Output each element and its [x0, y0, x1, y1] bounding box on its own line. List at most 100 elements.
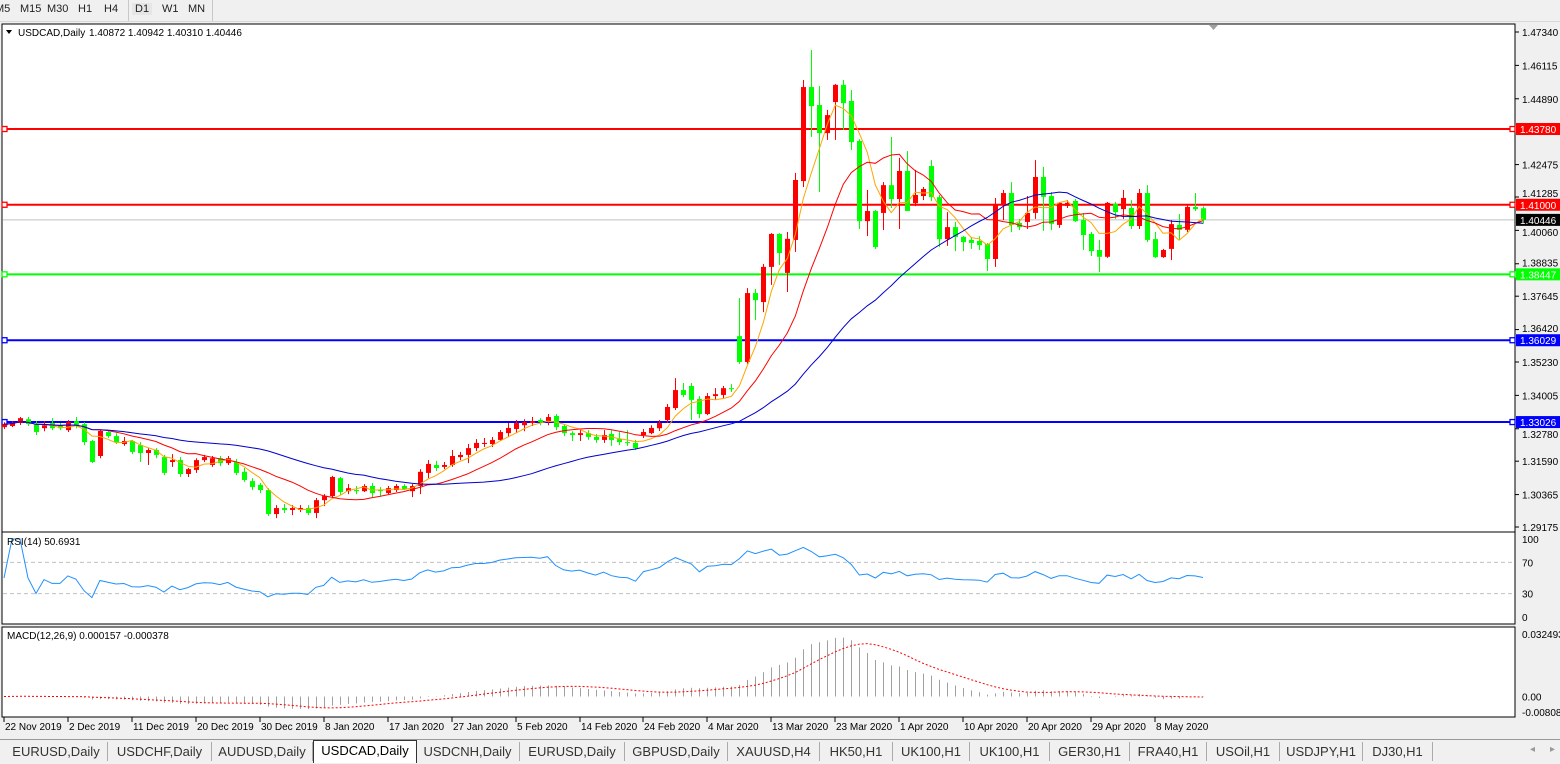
rsi-pane[interactable] [1, 531, 1516, 625]
price-tick-label: 1.44890 [1522, 95, 1559, 106]
timeframe-h4[interactable]: H4 [104, 3, 119, 15]
candle-bull [993, 203, 998, 259]
candle-bear [753, 293, 758, 301]
candle-bear [82, 424, 87, 443]
candle-bear [1049, 196, 1054, 224]
timeframe-m5[interactable]: M5 [0, 3, 11, 15]
price-tick-label: 1.38835 [1522, 258, 1559, 269]
line-handle-left[interactable] [1, 125, 8, 133]
tab-dj30-h1[interactable]: DJ30,H1 [1363, 742, 1433, 761]
timeframe-m15[interactable]: M15 [20, 3, 42, 15]
candle-bear [1097, 250, 1102, 257]
candle-bear [905, 170, 910, 212]
tab-scroll-left-icon[interactable]: ◂ [1530, 744, 1536, 755]
date-tick-label: 20 Apr 2020 [1028, 722, 1082, 733]
tab-usdcnh-daily[interactable]: USDCNH,Daily [416, 742, 520, 761]
chart-window[interactable]: 1.47340 1.46115 1.44890 1.42475 1.41285 1.400… [0, 21, 1560, 739]
candle-bear [162, 457, 167, 473]
date-tick-label: 2 Dec 2019 [69, 722, 121, 733]
candle-bull [442, 465, 447, 467]
candle-bull [474, 442, 479, 449]
tab-xauusd-h4[interactable]: XAUUSD,H4 [728, 742, 820, 761]
timeframe-w1[interactable]: W1 [162, 3, 179, 15]
tab-usdcad-daily[interactable]: USDCAD,Daily [313, 740, 417, 763]
rsi-tick-label: 70 [1522, 558, 1534, 569]
macd-pane[interactable] [1, 626, 1516, 718]
line-handle-right[interactable] [1509, 418, 1516, 426]
candle-bull [194, 460, 199, 470]
line-handle-right[interactable] [1509, 125, 1516, 133]
candle-bear [689, 385, 694, 400]
line-handle-left[interactable] [1, 201, 8, 208]
timeframe-m30[interactable]: M30 [47, 3, 69, 15]
candle-bull [1185, 206, 1190, 230]
tab-usdjpy-h1[interactable]: USDJPY,H1 [1280, 742, 1363, 761]
timeframe-mn[interactable]: MN [188, 3, 206, 15]
candle-bull [769, 233, 774, 267]
tab-gbpusd-daily[interactable]: GBPUSD,Daily [625, 742, 728, 761]
macd-label: MACD(12,26,9) 0.000157 -0.000378 [7, 631, 169, 642]
price-line-label: 1.38447 [1520, 270, 1557, 281]
line-handle-right[interactable] [1509, 271, 1516, 278]
chart-symbol-label: USDCAD,Daily [18, 28, 85, 39]
candle-bear [809, 87, 814, 107]
candle-bull [426, 463, 431, 473]
tab-eurusd-daily[interactable]: EURUSD,Daily [520, 742, 625, 761]
candle-bear [729, 388, 734, 390]
candle-bear [554, 415, 559, 428]
tab-ger30-h1[interactable]: GER30,H1 [1050, 742, 1130, 761]
candle-bear [1073, 200, 1078, 222]
candle-bear [985, 244, 990, 259]
candle-bull [1025, 212, 1030, 222]
timeframe-h1[interactable]: H1 [78, 3, 93, 15]
line-handle-left[interactable] [1, 271, 8, 278]
tab-hk50-h1[interactable]: HK50,H1 [820, 742, 893, 761]
price-tick-label: 1.41285 [1522, 189, 1559, 200]
price-tick-label: 1.47340 [1522, 28, 1559, 39]
price-line-label-box [1516, 123, 1560, 136]
candle-bull [673, 390, 678, 409]
candle-bear [354, 490, 359, 492]
candle-bull [362, 485, 367, 492]
macd-tick-label: 0.00 [1522, 692, 1542, 703]
tab-fra40-h1[interactable]: FRA40,H1 [1130, 742, 1207, 761]
candle-bull [546, 417, 551, 422]
candle-bear [570, 433, 575, 436]
candle-bear [841, 84, 846, 104]
price-line-label: 1.36029 [1520, 336, 1557, 347]
tab-uk100-h1[interactable]: UK100,H1 [893, 742, 970, 761]
chart-shift-marker-icon[interactable] [1209, 25, 1218, 30]
candle-bear [138, 445, 143, 454]
line-handle-right[interactable] [1509, 337, 1516, 344]
candle-bear [1081, 220, 1086, 236]
line-handle-right[interactable] [1509, 201, 1516, 208]
tab-uk100-h1[interactable]: UK100,H1 [970, 742, 1050, 761]
candle-bull [18, 418, 23, 424]
price-tick-label: 1.31590 [1522, 457, 1559, 468]
candle-bear [90, 441, 95, 463]
price-tick-label: 1.46115 [1522, 61, 1558, 72]
candle-bull [578, 433, 583, 436]
date-tick-label: 20 Dec 2019 [197, 722, 254, 733]
main-chart-pane[interactable] [1, 23, 1516, 533]
ma-mid-line [3, 153, 1204, 501]
tab-audusd-daily[interactable]: AUDUSD,Daily [212, 742, 313, 761]
tab-eurusd-daily[interactable]: EURUSD,Daily [5, 742, 108, 761]
price-tick-label: 1.32780 [1522, 430, 1559, 441]
line-handle-left[interactable] [1, 337, 8, 344]
price-tick-label: 1.40060 [1522, 228, 1559, 239]
price-tick-label: 1.30365 [1522, 491, 1559, 502]
date-tick-label: 24 Feb 2020 [644, 722, 701, 733]
collapse-triangle-icon[interactable] [6, 30, 12, 34]
tab-scroll-right-icon[interactable]: ▸ [1550, 744, 1556, 755]
date-tick-label: 27 Jan 2020 [453, 722, 508, 733]
candle-bear [306, 508, 311, 513]
timeframe-d1[interactable]: D1 [132, 3, 153, 15]
tab-usdchf-daily[interactable]: USDCHF,Daily [108, 742, 212, 761]
tab-usoil-h1[interactable]: USOil,H1 [1207, 742, 1280, 761]
candle-bull [98, 430, 103, 457]
candle-bull [897, 170, 902, 200]
rsi-tick-label: 0 [1522, 613, 1528, 624]
candle-bull [745, 293, 750, 362]
candle-bull [386, 488, 391, 494]
